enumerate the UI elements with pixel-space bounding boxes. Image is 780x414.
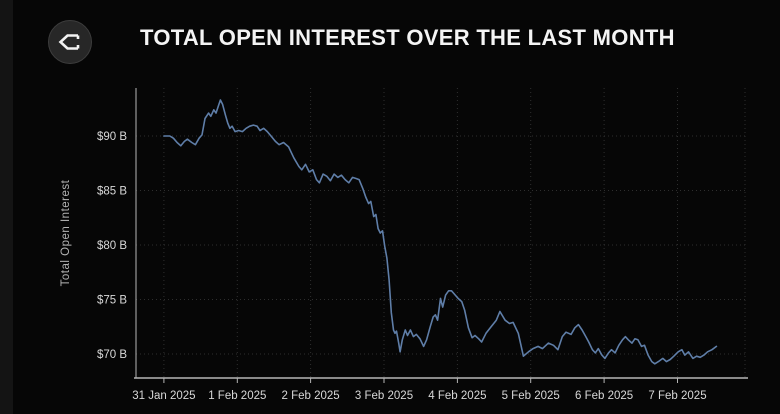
y-tick-label: $75 B bbox=[97, 295, 127, 307]
y-tick-label: $80 B bbox=[97, 240, 127, 252]
x-tick-label: 31 Jan 2025 bbox=[132, 390, 195, 402]
y-tick-label: $85 B bbox=[97, 186, 127, 198]
page-title: TOTAL OPEN INTEREST OVER THE LAST MONTH bbox=[140, 25, 675, 50]
x-tick-label: 2 Feb 2025 bbox=[282, 390, 340, 402]
x-tick-label: 4 Feb 2025 bbox=[428, 390, 486, 402]
x-tick-label: 1 Feb 2025 bbox=[208, 390, 266, 402]
x-tick-label: 6 Feb 2025 bbox=[575, 390, 633, 402]
series-line bbox=[163, 99, 718, 365]
app-logo[interactable] bbox=[48, 20, 92, 64]
x-tick-label: 7 Feb 2025 bbox=[648, 390, 706, 402]
y-tick-label: $90 B bbox=[97, 131, 127, 143]
window-edge-strip bbox=[0, 0, 13, 414]
x-tick-label: 5 Feb 2025 bbox=[502, 390, 560, 402]
y-tick-label: $70 B bbox=[97, 349, 127, 361]
x-tick-label: 3 Feb 2025 bbox=[355, 390, 413, 402]
sigma-diamond-icon bbox=[58, 34, 80, 50]
